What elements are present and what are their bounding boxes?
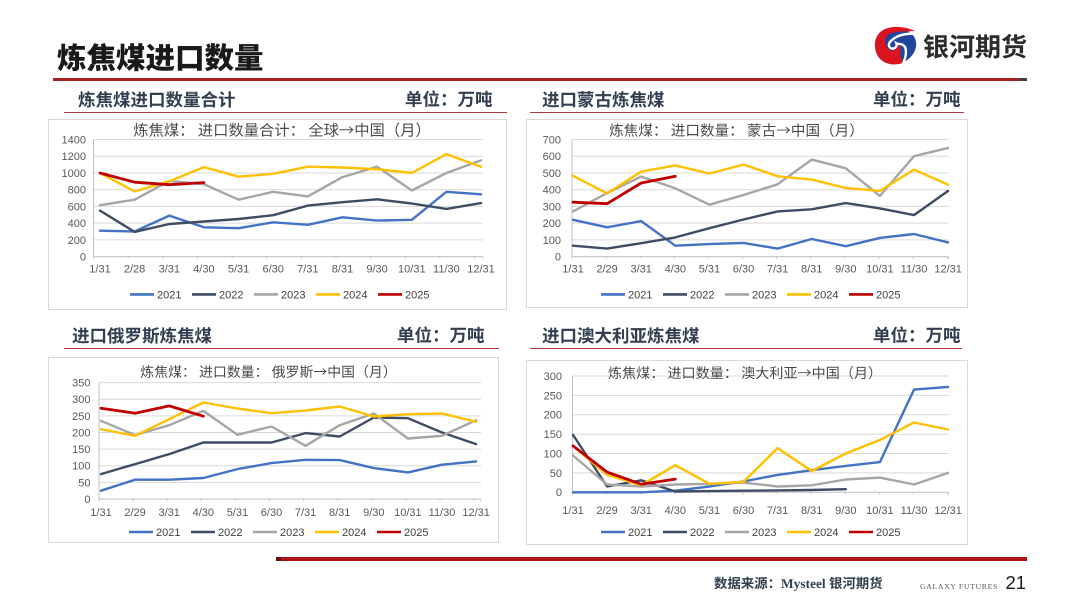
svg-text:2024: 2024: [814, 527, 838, 539]
svg-text:200: 200: [68, 235, 86, 247]
svg-text:2024: 2024: [343, 289, 367, 301]
svg-text:3/31: 3/31: [159, 263, 180, 275]
svg-text:9/30: 9/30: [835, 505, 856, 517]
svg-text:100: 100: [72, 461, 90, 473]
svg-text:2/28: 2/28: [124, 263, 145, 275]
svg-text:1400: 1400: [62, 134, 86, 146]
svg-text:2/29: 2/29: [124, 507, 145, 519]
svg-text:2021: 2021: [156, 527, 180, 539]
svg-text:0: 0: [555, 252, 561, 264]
svg-text:2/29: 2/29: [596, 263, 617, 275]
svg-text:2021: 2021: [157, 289, 181, 301]
svg-text:300: 300: [543, 201, 561, 213]
svg-text:10/31: 10/31: [866, 263, 894, 275]
svg-text:2022: 2022: [690, 527, 714, 539]
svg-text:9/30: 9/30: [366, 263, 387, 275]
svg-text:2023: 2023: [752, 289, 776, 301]
svg-text:1/31: 1/31: [562, 505, 583, 517]
svg-text:150: 150: [544, 429, 562, 441]
svg-text:12/31: 12/31: [934, 505, 962, 517]
svg-text:3/31: 3/31: [630, 263, 651, 275]
svg-text:2025: 2025: [876, 527, 900, 539]
svg-text:7/31: 7/31: [767, 263, 788, 275]
svg-text:7/31: 7/31: [295, 507, 316, 519]
svg-text:2025: 2025: [876, 289, 900, 301]
svg-text:50: 50: [550, 468, 562, 480]
svg-text:12/31: 12/31: [462, 507, 490, 519]
svg-text:2023: 2023: [280, 527, 304, 539]
svg-text:8/31: 8/31: [332, 263, 353, 275]
svg-text:11/30: 11/30: [433, 263, 460, 275]
svg-text:100: 100: [543, 235, 561, 247]
svg-text:6/30: 6/30: [733, 505, 754, 517]
svg-text:2025: 2025: [404, 527, 428, 539]
svg-text:6/30: 6/30: [733, 263, 754, 275]
svg-text:2022: 2022: [219, 289, 243, 301]
svg-text:2023: 2023: [752, 527, 776, 539]
svg-text:1/31: 1/31: [90, 507, 111, 519]
svg-text:4/30: 4/30: [665, 505, 686, 517]
svg-text:11/30: 11/30: [901, 505, 928, 517]
svg-text:250: 250: [544, 390, 562, 402]
svg-text:0: 0: [84, 494, 90, 506]
svg-text:700: 700: [543, 134, 561, 146]
svg-text:10/31: 10/31: [866, 505, 894, 517]
svg-text:12/31: 12/31: [467, 263, 495, 275]
svg-text:350: 350: [72, 378, 90, 390]
svg-text:8/31: 8/31: [801, 505, 822, 517]
svg-text:5/31: 5/31: [227, 507, 248, 519]
svg-text:11/30: 11/30: [901, 263, 928, 275]
svg-text:1000: 1000: [62, 168, 86, 180]
svg-text:5/31: 5/31: [699, 263, 720, 275]
svg-text:300: 300: [72, 394, 90, 406]
svg-text:2021: 2021: [628, 527, 652, 539]
svg-text:50: 50: [78, 477, 90, 489]
svg-text:8/31: 8/31: [329, 507, 350, 519]
svg-text:2/29: 2/29: [596, 505, 617, 517]
svg-text:0: 0: [556, 487, 562, 499]
svg-text:300: 300: [544, 371, 562, 383]
svg-text:800: 800: [68, 185, 86, 197]
svg-text:0: 0: [80, 252, 86, 264]
svg-text:2024: 2024: [814, 289, 838, 301]
svg-text:7/31: 7/31: [297, 263, 318, 275]
svg-text:150: 150: [72, 444, 90, 456]
svg-text:500: 500: [543, 168, 561, 180]
svg-text:2025: 2025: [405, 289, 429, 301]
svg-text:600: 600: [543, 151, 561, 163]
svg-text:11/30: 11/30: [429, 507, 456, 519]
svg-text:2024: 2024: [342, 527, 366, 539]
svg-text:5/31: 5/31: [699, 505, 720, 517]
svg-text:4/30: 4/30: [665, 263, 686, 275]
svg-text:5/31: 5/31: [228, 263, 249, 275]
svg-text:200: 200: [72, 427, 90, 439]
svg-text:400: 400: [68, 218, 86, 230]
svg-text:200: 200: [544, 410, 562, 422]
svg-text:6/30: 6/30: [261, 507, 282, 519]
svg-text:2022: 2022: [218, 527, 242, 539]
svg-text:250: 250: [72, 411, 90, 423]
svg-text:9/30: 9/30: [363, 507, 384, 519]
svg-text:2022: 2022: [690, 289, 714, 301]
svg-text:2023: 2023: [281, 289, 305, 301]
svg-text:12/31: 12/31: [934, 263, 962, 275]
svg-text:9/30: 9/30: [835, 263, 856, 275]
svg-text:7/31: 7/31: [767, 505, 788, 517]
svg-text:600: 600: [68, 201, 86, 213]
svg-text:200: 200: [543, 218, 561, 230]
svg-text:1/31: 1/31: [562, 263, 583, 275]
svg-text:400: 400: [543, 185, 561, 197]
svg-text:3/31: 3/31: [158, 507, 179, 519]
svg-text:100: 100: [544, 448, 562, 460]
svg-text:10/31: 10/31: [398, 263, 426, 275]
svg-text:4/30: 4/30: [193, 507, 214, 519]
svg-text:4/30: 4/30: [193, 263, 214, 275]
svg-text:2021: 2021: [628, 289, 652, 301]
svg-text:6/30: 6/30: [262, 263, 283, 275]
svg-text:1/31: 1/31: [89, 263, 110, 275]
svg-text:3/31: 3/31: [630, 505, 651, 517]
svg-text:1200: 1200: [62, 151, 86, 163]
svg-text:10/31: 10/31: [394, 507, 422, 519]
svg-text:8/31: 8/31: [801, 263, 822, 275]
